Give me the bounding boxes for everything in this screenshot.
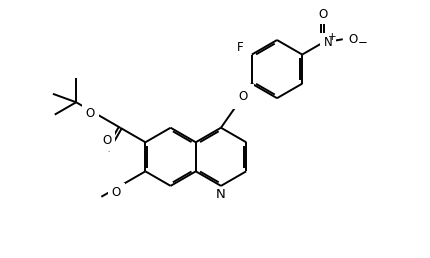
Text: O: O [238,90,247,103]
Text: O: O [102,134,111,147]
Text: +: + [327,32,335,42]
Text: −: − [357,36,367,49]
Text: N: N [215,188,225,201]
Text: O: O [347,33,356,46]
Text: N: N [322,36,332,49]
Text: O: O [111,186,121,199]
Text: O: O [86,107,95,120]
Text: F: F [236,41,243,54]
Text: O: O [317,7,326,21]
